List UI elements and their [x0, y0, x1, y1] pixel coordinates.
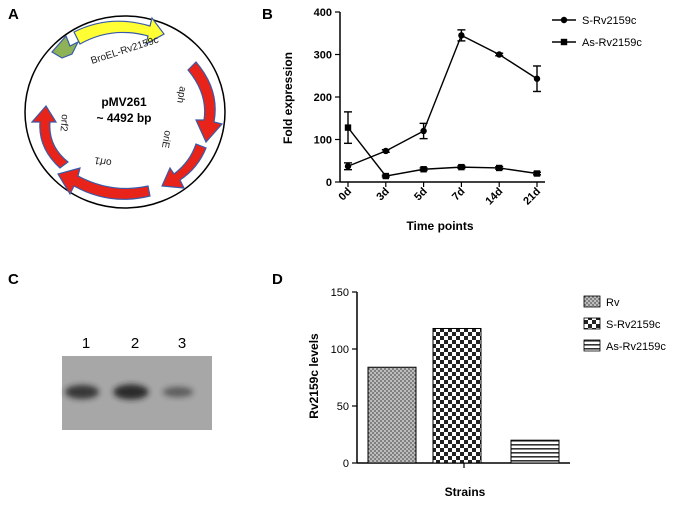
legend-label-S-Rv2159c: S-Rv2159c — [582, 15, 637, 27]
line-chart-x-tick-label: 7d — [450, 186, 468, 204]
blot-band — [162, 386, 194, 398]
panel-letter-c: C — [8, 271, 19, 288]
orf2-arrow — [30, 104, 69, 169]
legend-swatch — [583, 317, 601, 330]
bar-chart-y-tick-label: 150 — [331, 287, 349, 299]
legend-label-As-Rv2159c: As-Rv2159c — [582, 37, 642, 49]
data-point-As-Rv2159c — [496, 164, 503, 172]
panel-letter-b: B — [262, 6, 273, 23]
bar-S-Rv2159c — [432, 327, 482, 464]
line-chart-x-tick-label: 0d — [337, 186, 355, 204]
line-series-S-Rv2159c — [347, 34, 538, 167]
legend-swatch — [583, 295, 601, 308]
blot-lane-label: 2 — [131, 335, 139, 352]
blot-band — [65, 385, 99, 399]
plasmid-name: pMV261 — [101, 95, 147, 109]
panel-letter-d: D — [272, 271, 283, 288]
legend-label-As-Rv2159c: As-Rv2159c — [606, 341, 666, 353]
line-chart-y-tick-label: 400 — [314, 7, 332, 19]
bar-chart-y-tick-label: 50 — [337, 401, 349, 413]
bar-As-Rv2159c — [510, 439, 560, 464]
gene-label-aph: aph — [174, 85, 188, 103]
gene-label-orie: oriE — [159, 129, 173, 149]
orf1-arrow — [57, 167, 151, 200]
data-point-S-Rv2159c — [420, 127, 427, 135]
data-point-As-Rv2159c — [344, 124, 352, 131]
western-blot: 1 2 3 — [62, 335, 212, 430]
bar-Rv — [367, 366, 417, 464]
line-chart-y-tick-label: 0 — [326, 177, 332, 189]
orie-arrow — [161, 143, 207, 189]
plasmid-map: BroEL-Rv2159c aph oriE orf1 orf2 pMV261 … — [24, 15, 226, 209]
plasmid-size: ~ 4492 bp — [96, 111, 151, 125]
data-point-As-Rv2159c — [420, 166, 427, 173]
gene-label-orf1: orf1 — [93, 154, 112, 168]
blot-band — [113, 384, 149, 400]
hsp60-promoter-arrow — [51, 34, 80, 59]
gene-label-insert: BroEL-Rv2159c — [90, 35, 161, 67]
legend-marker — [560, 16, 568, 24]
panel-letter-a: A — [8, 6, 19, 23]
blot-lane-label: 3 — [178, 335, 186, 352]
line-chart-x-axis-label: Time points — [406, 219, 473, 233]
data-point-As-Rv2159c — [458, 163, 465, 171]
data-point-S-Rv2159c — [382, 147, 389, 155]
line-chart-y-tick-label: 200 — [314, 92, 332, 104]
line-chart-y-tick-label: 300 — [314, 50, 332, 62]
data-point-S-Rv2159c — [458, 32, 465, 39]
data-point-S-Rv2159c — [533, 75, 541, 82]
data-point-As-Rv2159c — [533, 170, 541, 177]
blot-lane-label: 1 — [82, 335, 90, 352]
legend-marker — [560, 38, 568, 46]
bar-chart-y-tick-label: 100 — [331, 344, 349, 356]
bar-chart-rv2159c-levels: 0 50 100 150 Strains Rv2159c levels Rv S-Rv2… — [307, 287, 666, 499]
data-point-S-Rv2159c — [344, 163, 352, 170]
data-point-S-Rv2159c — [496, 51, 503, 58]
legend-label-Rv: Rv — [606, 297, 620, 309]
plasmid-circle — [24, 15, 226, 209]
line-chart-x-tick-label: 14d — [483, 186, 505, 208]
legend-swatch — [583, 339, 601, 352]
bar-chart-x-axis-label: Strains — [445, 485, 486, 499]
bar-chart-y-tick-label: 0 — [343, 458, 349, 470]
bar-chart-y-axis-label: Rv2159c levels — [307, 333, 321, 419]
line-series-As-Rv2159c — [347, 127, 538, 177]
line-chart-y-tick-label: 100 — [314, 135, 332, 147]
line-chart-x-tick-label: 5d — [412, 186, 430, 204]
legend-label-S-Rv2159c: S-Rv2159c — [606, 319, 661, 331]
line-chart-y-axis-label: Fold expression — [281, 52, 295, 144]
insert-arrow — [73, 16, 165, 46]
data-point-As-Rv2159c — [382, 172, 389, 180]
aph-arrow — [187, 61, 224, 144]
line-chart-x-tick-label: 3d — [374, 186, 392, 204]
line-chart-x-tick-label: 21d — [521, 186, 543, 208]
gene-label-orf2: orf2 — [57, 114, 69, 133]
